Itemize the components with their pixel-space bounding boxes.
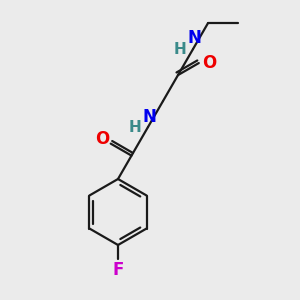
Text: O: O [95, 130, 109, 148]
Text: H: H [128, 119, 141, 134]
Text: N: N [187, 29, 201, 47]
Text: H: H [173, 42, 186, 57]
Text: F: F [112, 261, 124, 279]
Text: O: O [202, 54, 216, 72]
Text: N: N [142, 108, 156, 126]
